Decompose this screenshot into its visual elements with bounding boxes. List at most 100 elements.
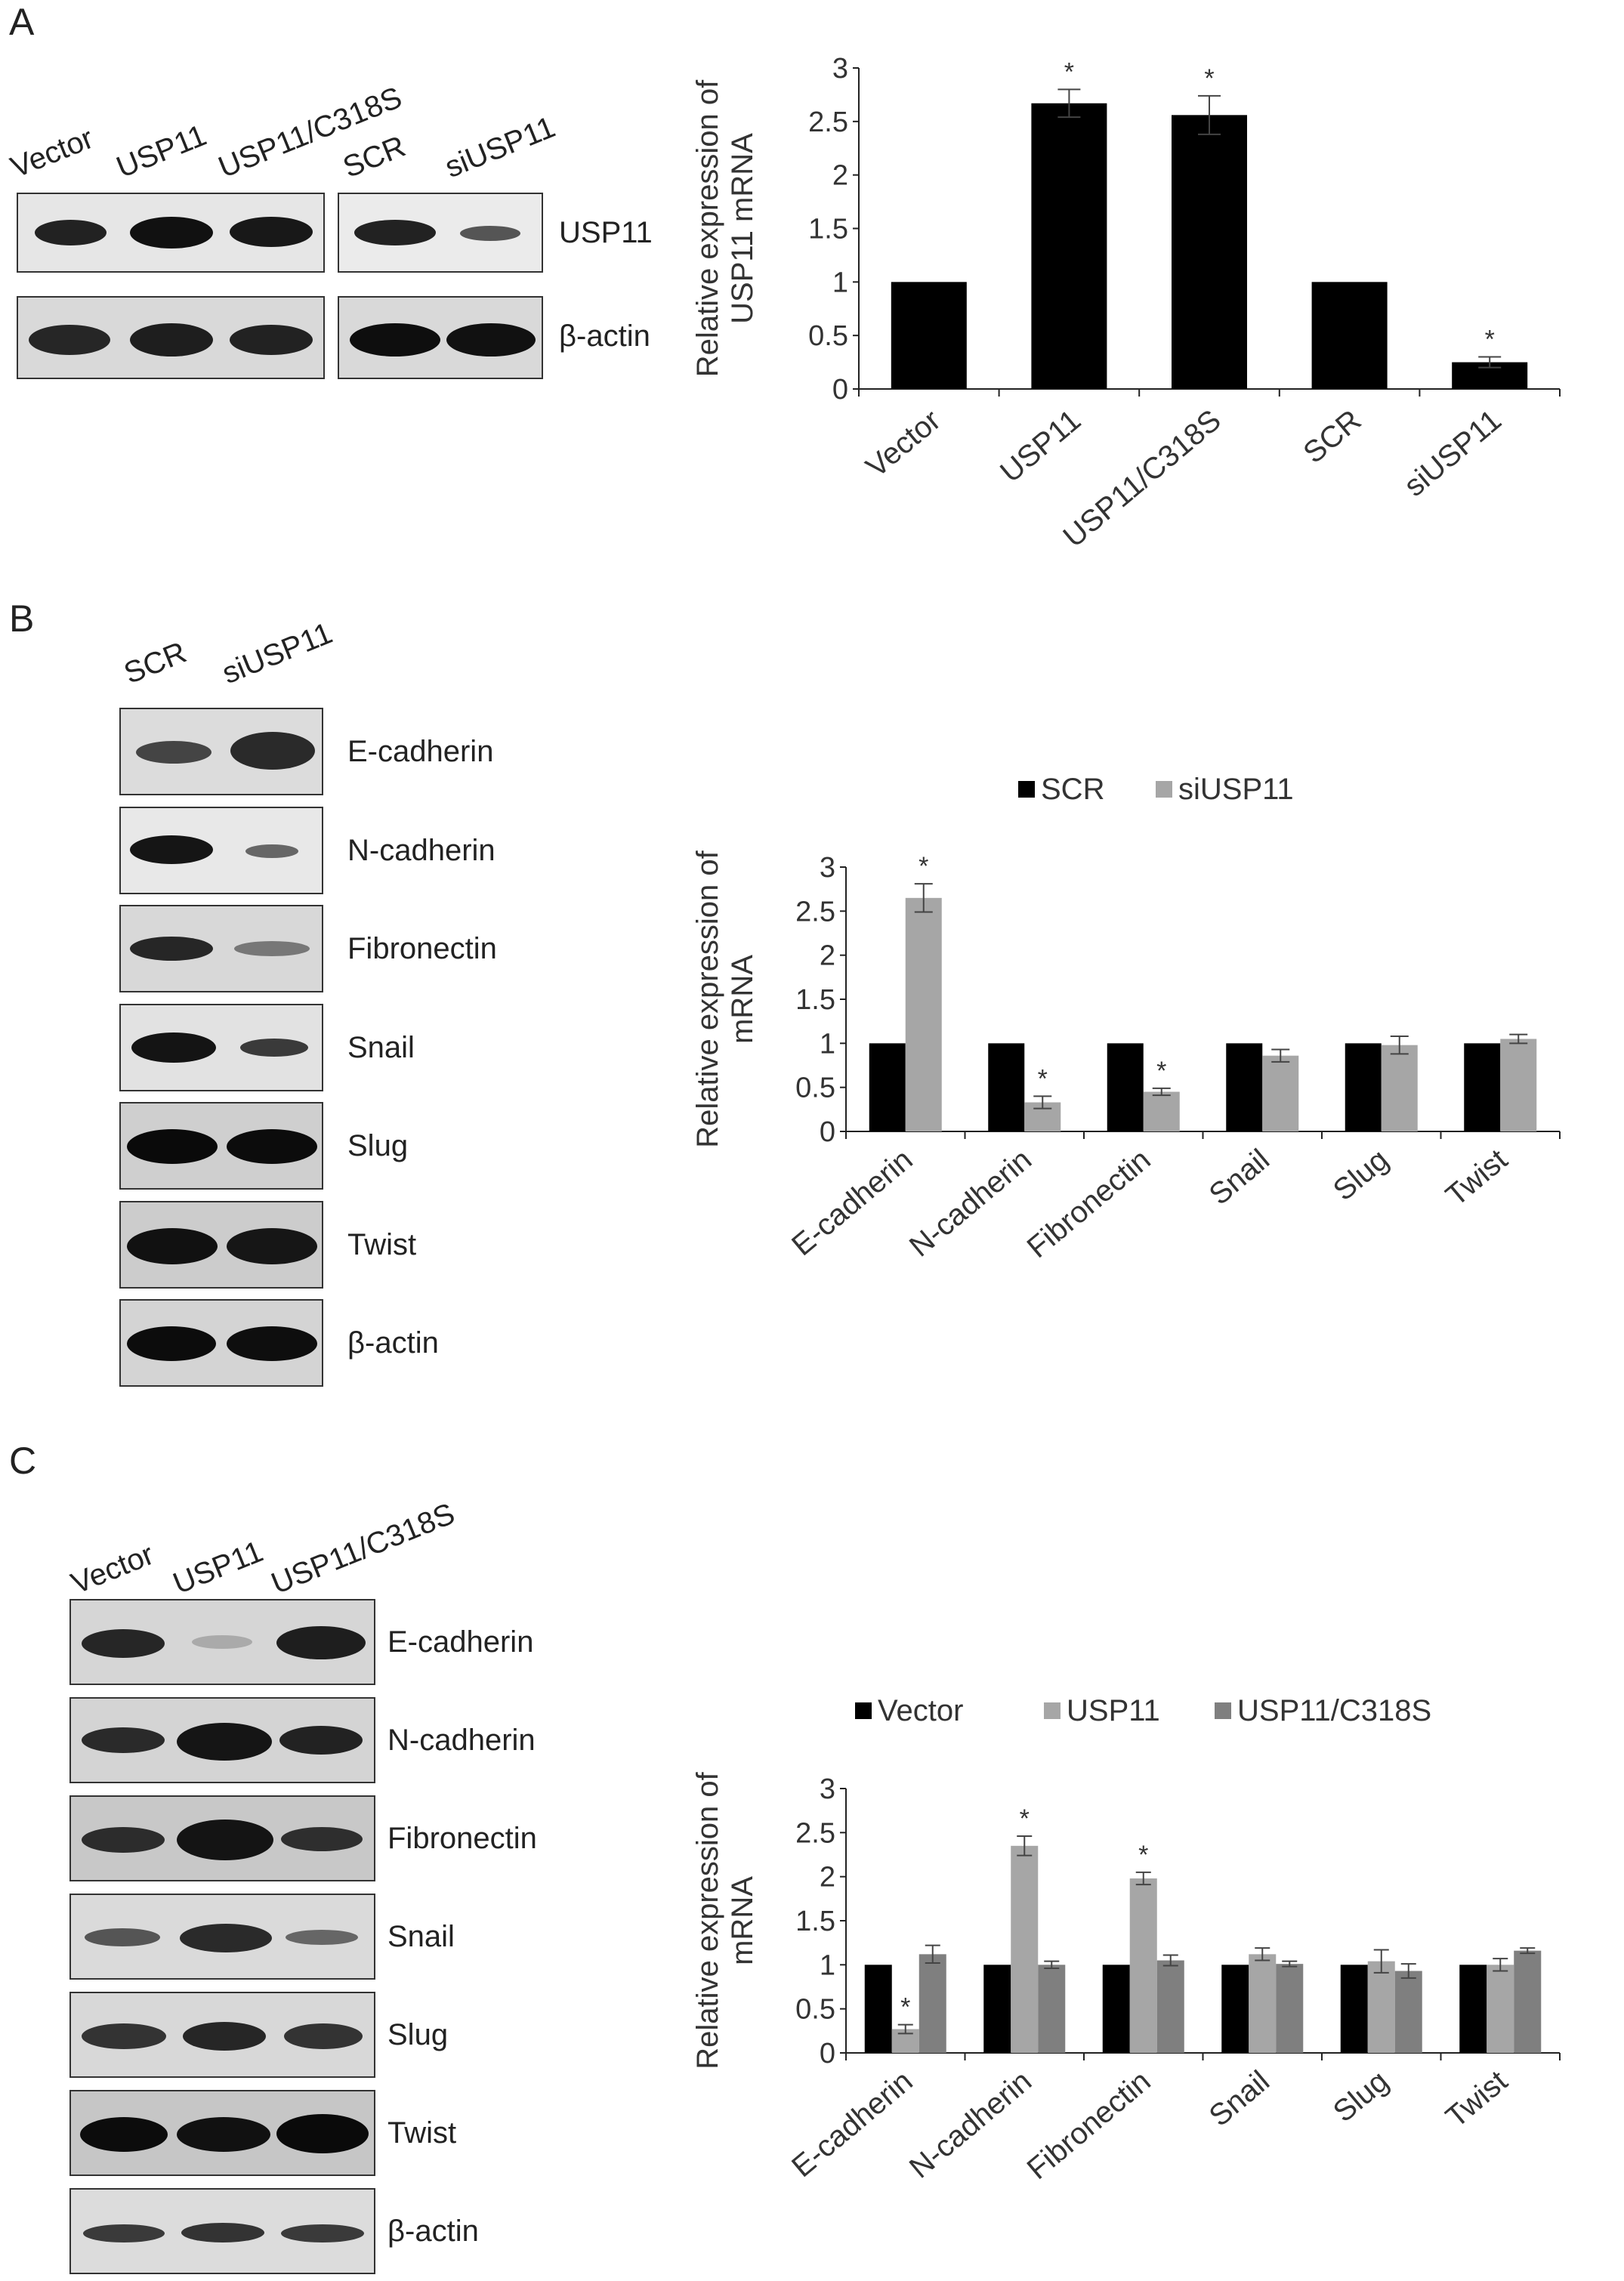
legend-label: Vector: [878, 1694, 963, 1727]
bar: [1340, 1965, 1368, 2053]
blot-band: [29, 325, 110, 355]
blot-strip: [69, 1697, 375, 1783]
legend-label: siUSP11: [1178, 773, 1294, 806]
y-tick-label: 3: [832, 53, 848, 85]
blot-strip: [69, 2090, 375, 2176]
chart-c: 0 0.5 1 1.5 2 2.5 3 Relative expression of mRNA *…: [691, 1694, 1561, 2186]
x-tick-label: siUSP11: [1398, 403, 1508, 503]
bar: [864, 1965, 892, 2053]
y-tick-label: 3: [820, 1773, 835, 1805]
blot-lane-label: USP11: [168, 1534, 268, 1601]
y-axis-title: mRNA: [726, 955, 759, 1044]
blot-band: [230, 217, 313, 247]
blot-band: [35, 220, 107, 245]
y-axis-title: Relative expression of: [691, 850, 724, 1147]
x-tick-label: Twist: [1440, 1143, 1514, 1212]
blot-row-label: β-actin: [387, 2215, 479, 2248]
x-tick-label: N-cadherin: [903, 1143, 1038, 1263]
blot-band: [127, 1129, 218, 1164]
y-tick-label: 0.5: [795, 1073, 835, 1104]
y-tick-label: 1: [832, 267, 848, 298]
bar: [891, 282, 967, 389]
blot-strip: [119, 905, 323, 992]
blot-band: [80, 2117, 168, 2152]
blot-strip: [119, 708, 323, 795]
y-tick-label: 1: [820, 1949, 835, 1981]
blot-band: [276, 2114, 369, 2153]
blot-band: [131, 1032, 216, 1063]
blot-band: [245, 844, 298, 858]
blot-band: [460, 226, 520, 241]
x-tick-label: Slug: [1327, 1143, 1395, 1207]
y-axis-title: USP11 mRNA: [726, 133, 759, 324]
x-tick-label: Fibronectin: [1021, 2064, 1157, 2186]
y-tick-label: 0: [820, 1116, 835, 1148]
blot-band: [82, 1827, 165, 1853]
bar: [1459, 1965, 1487, 2053]
blot-band: [82, 1727, 165, 1753]
y-tick-label: 0.5: [795, 1994, 835, 2026]
blot-band: [234, 941, 310, 956]
significance-mark: *: [1204, 64, 1214, 93]
blot-band: [180, 1924, 272, 1952]
y-tick-label: 3: [820, 852, 835, 884]
blot-band: [279, 1726, 363, 1755]
x-tick-label: Snail: [1203, 1143, 1276, 1211]
y-tick-label: 2: [820, 940, 835, 972]
blot-band: [227, 1129, 317, 1164]
blot-band: [446, 323, 536, 357]
blot-strip: [338, 193, 543, 273]
blot-band: [192, 1635, 252, 1649]
blot-band: [350, 323, 440, 357]
blot-band: [177, 1723, 272, 1761]
blot-band: [281, 2224, 364, 2242]
bar: [1367, 1961, 1395, 2053]
blot-row-label: Snail: [347, 1030, 415, 1064]
blot-band: [82, 1629, 165, 1658]
blot-row-label: E-cadherin: [347, 735, 494, 768]
bar: [1226, 1043, 1263, 1131]
bar: [1249, 1954, 1277, 2053]
blot-strip: [119, 1299, 323, 1387]
bar: [869, 1043, 906, 1131]
blot-band: [181, 2223, 264, 2242]
bar: [1487, 1965, 1514, 2053]
panel-letter-c: C: [9, 1440, 37, 1482]
x-tick-label: Slug: [1327, 2064, 1395, 2128]
blot-band: [130, 323, 213, 357]
y-tick-label: 2.5: [795, 896, 835, 928]
bar: [1345, 1043, 1382, 1131]
x-tick-label: SCR: [1297, 403, 1367, 470]
blot-row-label: Fibronectin: [347, 932, 497, 965]
blot-strip: [119, 806, 323, 894]
significance-mark: *: [1020, 1804, 1030, 1833]
chart-b: 0 0.5 1 1.5 2 2.5 3 Relative expression of mRNA *…: [691, 773, 1561, 1264]
significance-mark: *: [1064, 57, 1074, 86]
y-tick-label: 1.5: [795, 1906, 835, 1937]
blot-strip: [69, 1894, 375, 1980]
bar: [1011, 1845, 1039, 2053]
significance-mark: *: [900, 1993, 910, 2022]
blot-band: [227, 1326, 317, 1361]
significance-mark: *: [1138, 1841, 1148, 1869]
y-axis-title: Relative expression of: [691, 79, 724, 377]
blot-lane-label: SCR: [119, 635, 191, 691]
legend-swatch: [1215, 1702, 1231, 1719]
panel-letter-b: B: [9, 597, 35, 640]
blot-band: [82, 2023, 166, 2049]
blot-band: [183, 2022, 266, 2051]
significance-mark: *: [919, 852, 928, 881]
blot-row-label: Fibronectin: [387, 1822, 537, 1855]
blot-row-label: Twist: [387, 2116, 457, 2150]
y-axis-title: Relative expression of: [691, 1771, 724, 2069]
blot-band: [127, 1227, 218, 1264]
blot-lane-label: Vector: [66, 1537, 159, 1601]
bar: [919, 1954, 946, 2053]
x-tick-label: E-cadherin: [786, 2064, 919, 2184]
panel-letter-a: A: [9, 1, 35, 43]
x-tick-label: Fibronectin: [1021, 1143, 1157, 1264]
blot-strip: [69, 1992, 375, 2078]
y-tick-label: 2.5: [795, 1817, 835, 1849]
blot-band: [130, 217, 213, 248]
